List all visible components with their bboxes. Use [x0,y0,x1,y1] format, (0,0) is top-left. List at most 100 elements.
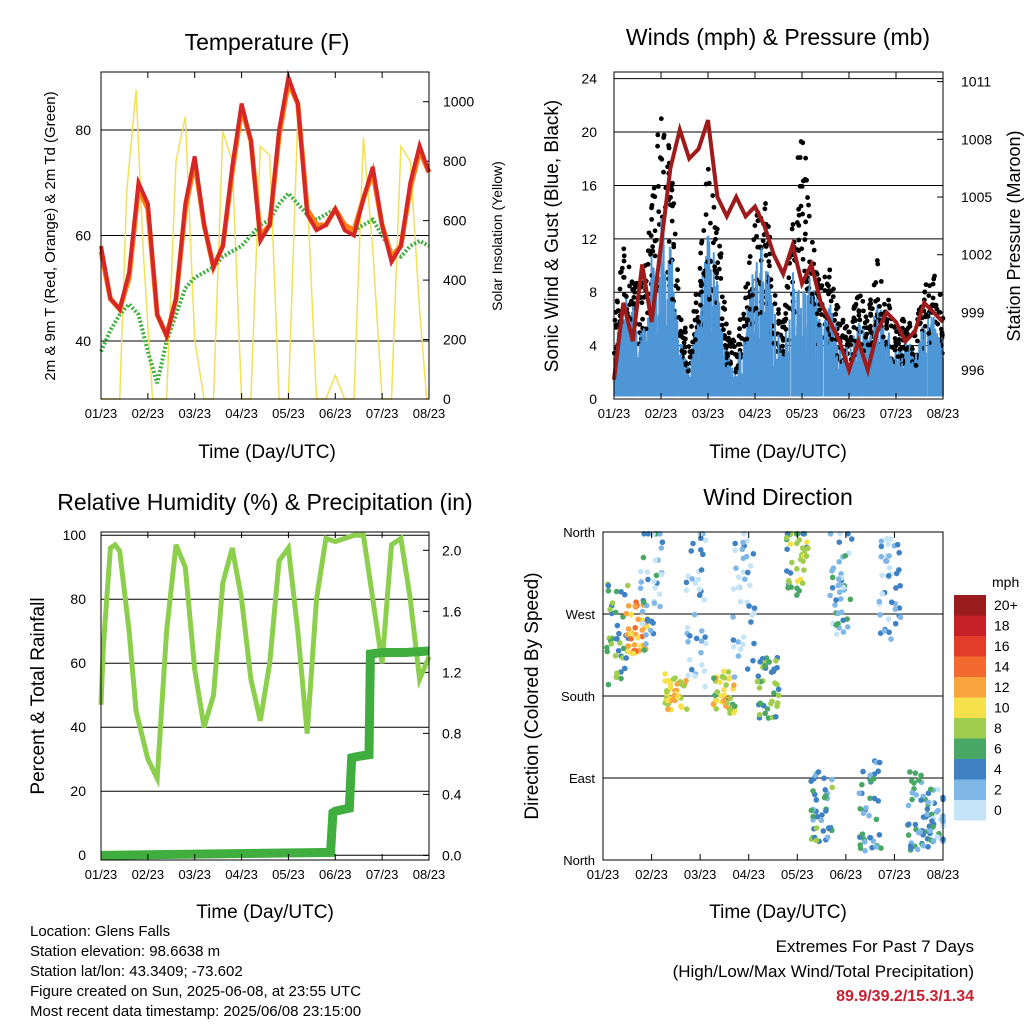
gust-point [800,256,806,262]
y-tick-right-label: 0.0 [442,847,462,863]
y-tick-label: North [563,525,595,540]
gust-point [802,231,808,237]
direction-point [625,648,631,655]
x-tick-label: 01/23 [587,867,620,882]
y-axis-label: Sonic Wind & Gust (Blue, Black) [542,100,563,372]
direction-point [615,647,622,654]
legend-label: 8 [994,720,1002,736]
gust-point [799,183,805,189]
direction-point [842,553,849,559]
direction-point [641,647,648,653]
direction-point [840,617,846,624]
direction-point [698,567,705,573]
direction-point [756,711,763,718]
gust-point [682,344,688,350]
legend-swatch [954,595,986,616]
gust-point [833,311,839,317]
extremes-box: Extremes For Past 7 Days (High/Low/Max W… [673,934,974,1009]
gust-point [617,286,623,292]
gust-point [797,155,803,160]
direction-point [813,825,820,831]
direction-point [888,599,895,606]
gust-point [865,342,871,348]
direction-point [735,653,742,659]
gust-point [926,293,932,299]
plot-frame [613,71,944,400]
direction-point [786,579,793,586]
chart-title: Wind Direction [703,484,853,510]
gust-point [734,366,739,372]
gust-point [741,311,747,317]
direction-point [810,813,816,820]
x-tick-label: 05/23 [272,406,305,421]
direction-point [857,806,864,812]
extremes-title: Extremes For Past 7 Days [775,937,974,956]
gust-point [714,270,720,276]
direction-point [628,611,634,618]
direction-point [746,603,752,609]
x-tick-label: 05/23 [786,406,819,421]
direction-point [788,584,794,590]
gust-point [621,258,627,264]
direction-point [915,777,922,783]
y-tick-label: 8 [589,284,597,300]
gust-point [887,305,893,311]
direction-point [652,557,659,564]
direction-point [915,829,922,836]
gust-point [648,252,653,257]
x-tick-label: 03/23 [692,406,725,421]
gust-point [800,211,805,217]
gust-point [878,311,884,317]
y-tick-right-label: 0 [443,391,451,407]
direction-point [844,624,851,630]
direction-point [819,812,825,818]
legend-swatch [954,759,986,780]
direction-point [771,666,777,673]
direction-point [688,548,695,554]
gust-point [907,320,913,326]
direction-point [667,680,673,687]
direction-point [821,775,827,781]
direction-point [735,584,742,591]
x-tick-label: 08/23 [927,867,960,882]
direction-point [697,547,704,553]
gust-point [744,336,750,342]
gust-point [710,240,716,246]
direction-point [605,681,612,688]
direction-point [893,585,899,591]
gust-point [888,323,894,329]
direction-point [657,603,663,610]
direction-point [887,536,894,542]
direction-point [647,627,654,634]
direction-point [625,603,632,609]
gust-point [627,283,632,289]
gust-point [694,309,699,314]
direction-point [631,642,638,648]
gust-point [877,303,882,309]
direction-point [848,536,855,542]
direction-point [820,828,827,834]
gust-point [681,350,687,356]
direction-point [885,616,892,622]
direction-point [859,781,865,788]
direction-point [897,582,903,589]
direction-point [832,602,838,608]
gust-point [621,246,627,252]
direction-point [603,644,610,651]
gust-point [844,337,850,343]
direction-point [867,772,874,779]
direction-point [698,628,705,634]
legend-swatch [954,615,986,636]
direction-point [799,545,806,551]
gust-point [856,308,862,314]
direction-point [614,622,621,629]
direction-point [732,547,738,554]
direction-point [886,553,892,559]
direction-point [730,637,737,643]
direction-point [639,608,646,615]
y-tick-label: 80 [75,122,91,138]
gust-point [904,327,910,333]
gust-point [712,264,718,270]
gust-point [719,294,725,300]
